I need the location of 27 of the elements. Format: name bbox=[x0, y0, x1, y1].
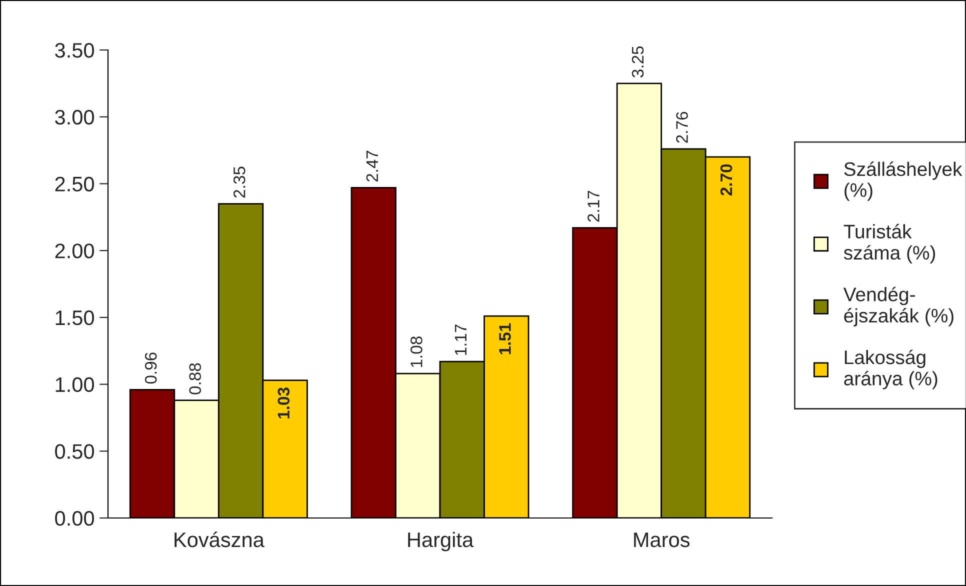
data-label: 1.03 bbox=[278, 388, 290, 418]
legend-label: Szálláshelyek (%) bbox=[844, 162, 962, 201]
data-label: 2.47 bbox=[366, 150, 378, 182]
legend-label: Vendég- éjszakák (%) bbox=[843, 286, 954, 326]
data-label: 2.35 bbox=[233, 166, 246, 198]
x-tick-label: Kovászna bbox=[174, 532, 264, 548]
x-tick-label: Maros bbox=[634, 532, 690, 548]
y-tick-label: 3.00 bbox=[55, 110, 94, 125]
data-label: 1.51 bbox=[499, 323, 511, 354]
data-label: 0.96 bbox=[144, 352, 157, 384]
data-label: 2.76 bbox=[676, 112, 688, 143]
y-tick-label: 3.50 bbox=[55, 43, 94, 58]
x-tick-label: Hargita bbox=[408, 532, 474, 552]
y-tick-label: 2.00 bbox=[55, 244, 94, 258]
data-label: 0.88 bbox=[189, 363, 202, 394]
y-tick-label: 0.00 bbox=[55, 511, 94, 526]
y-tick-label: 2.50 bbox=[55, 176, 94, 192]
y-tick-label: 0.50 bbox=[55, 444, 94, 459]
data-label: 1.17 bbox=[454, 324, 466, 355]
data-label: 3.25 bbox=[632, 46, 644, 78]
legend-label: Lakosság aránya (%) bbox=[844, 350, 938, 390]
data-label: 1.08 bbox=[410, 336, 422, 367]
data-label: 2.70 bbox=[720, 164, 732, 196]
y-tick-label: 1.00 bbox=[56, 377, 94, 392]
y-tick-label: 1.50 bbox=[56, 310, 94, 326]
legend-label: Turisták száma (%) bbox=[844, 224, 936, 264]
data-label: 2.17 bbox=[588, 190, 600, 222]
